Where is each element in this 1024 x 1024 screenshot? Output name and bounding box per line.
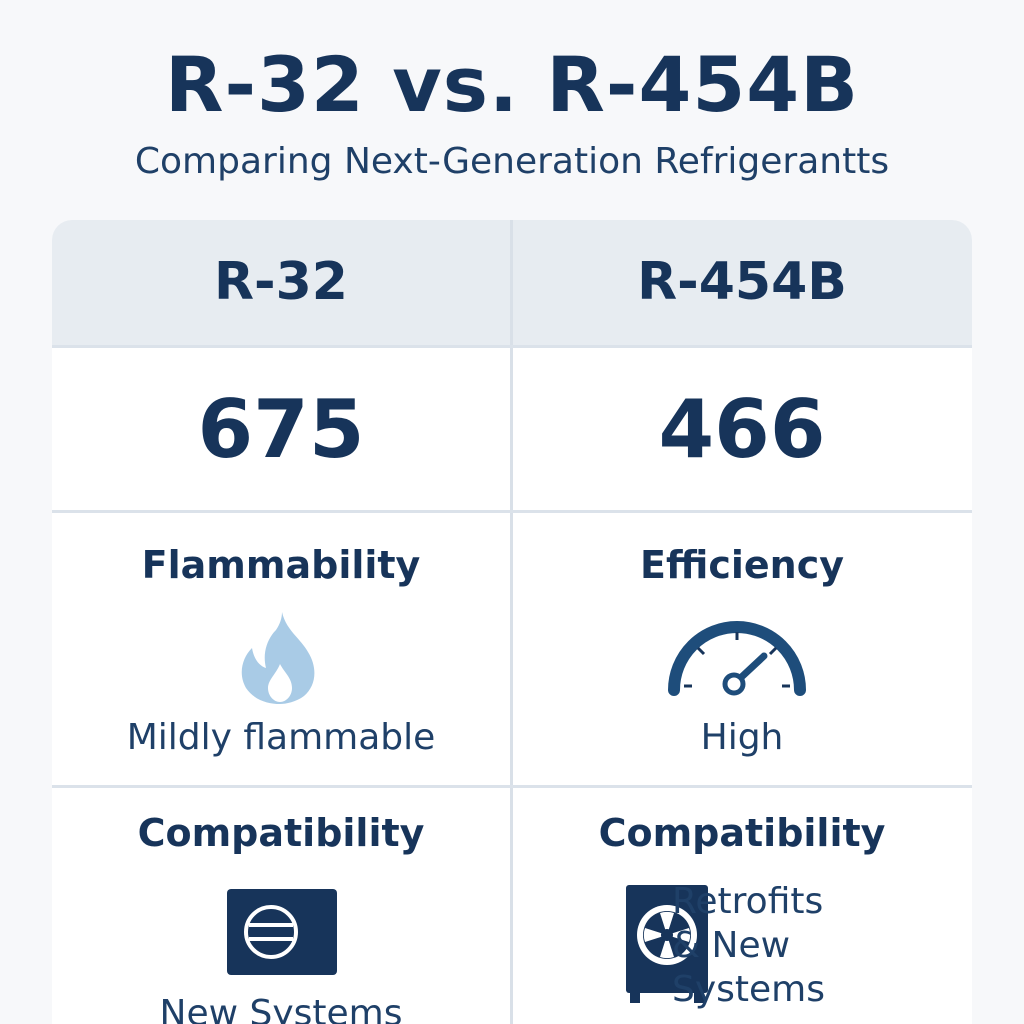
flammability-title: Flammability [141,543,421,587]
comparison-table: R-32 R-454B 675 466 Flammability Mildly … [52,220,972,1024]
flammability-value: Mildly flammable [126,717,436,758]
column-header-r32: R-32 [214,252,348,312]
page-title: R-32 vs. R-454B [164,40,860,129]
fan-unit-icon [624,885,710,1005]
efficiency-title: Efficiency [639,543,844,587]
compat-line: Retrofits [672,881,824,922]
flame-icon [238,608,322,704]
compat-line: & New [672,925,791,966]
row-divider [52,785,972,788]
compatibility-value-r454b: Retrofits & New Systems [672,880,882,1012]
gwp-value-r454b: 466 [658,383,826,476]
compat-line: Systems [672,969,825,1010]
column-divider [510,220,513,1024]
gauge-icon [664,612,810,696]
compatibility-title-r454b: Compatibility [598,811,886,855]
ac-unit-icon [227,889,337,975]
compatibility-title-r32: Compatibility [137,811,425,855]
row-divider [52,510,972,513]
column-header-r454b: R-454B [637,252,847,312]
page-subtitle: Comparing Next-Generation Refrigerantts [134,141,890,182]
row-divider [52,345,972,348]
gwp-value-r32: 675 [197,383,365,476]
efficiency-value: High [700,717,784,758]
compatibility-value-r32: New Systems [159,993,403,1024]
